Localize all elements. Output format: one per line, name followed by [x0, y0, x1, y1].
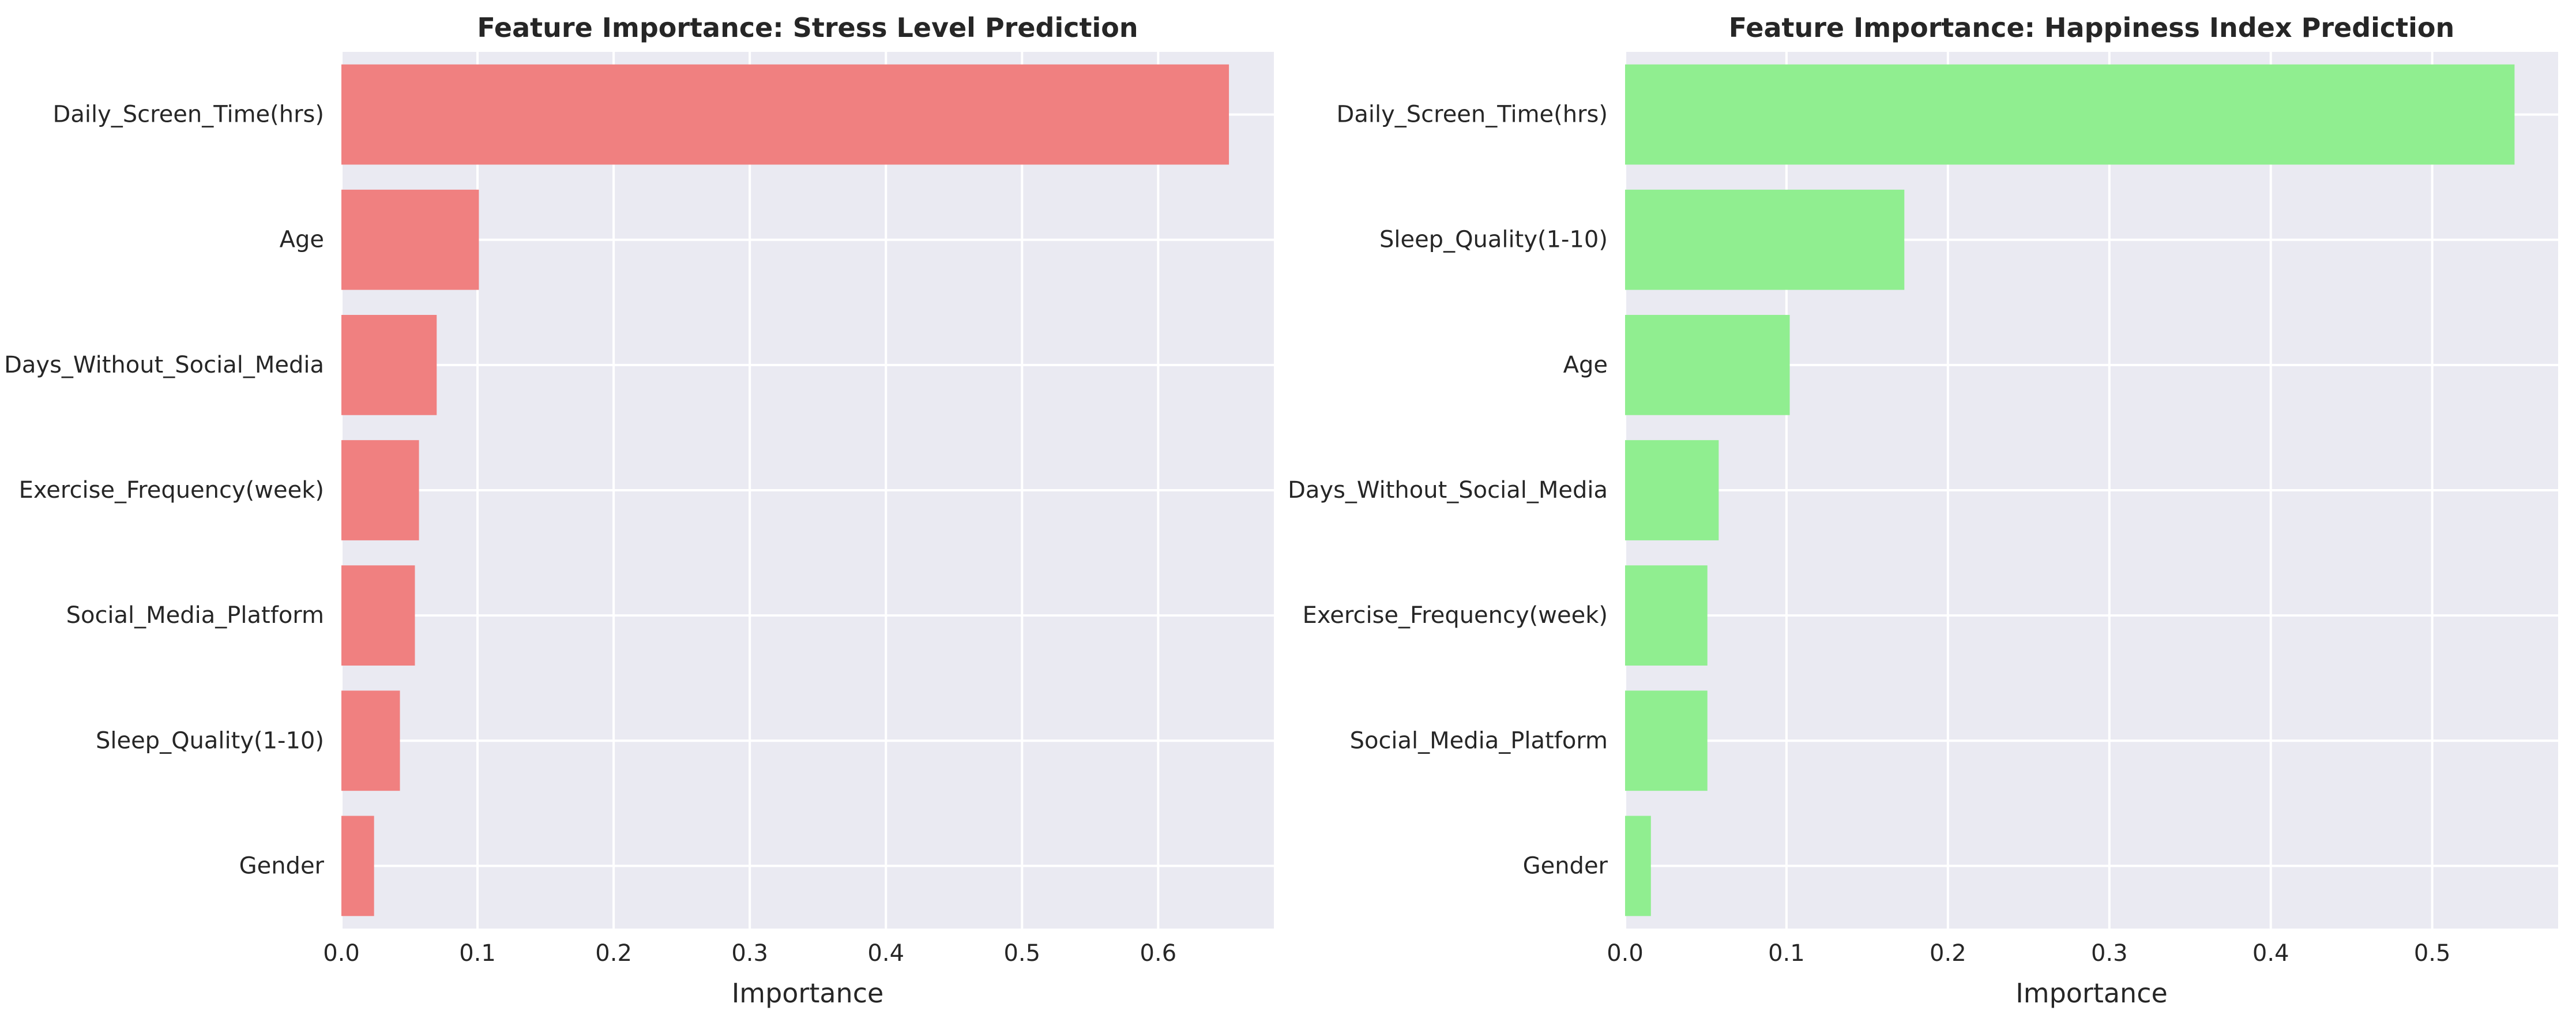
stress-bar — [341, 189, 479, 290]
happiness-ytick-label: Exercise_Frequency(week) — [1303, 602, 1608, 629]
happiness-ytick-label: Age — [1563, 352, 1608, 378]
stress-bar — [341, 565, 415, 666]
happiness-chart-title: Feature Importance: Happiness Index Pred… — [1729, 12, 2455, 43]
happiness-xtick-label: 0.3 — [2091, 940, 2128, 967]
stress-bar — [341, 690, 400, 791]
happiness-bar — [1625, 64, 2515, 165]
stress-ytick-label: Social_Media_Platform — [66, 602, 324, 629]
stress-xtick-label: 0.2 — [595, 940, 632, 967]
happiness-xtick-label: 0.1 — [1768, 940, 1805, 967]
stress-xtick-label: 0.0 — [323, 940, 360, 967]
happiness-ytick-label: Days_Without_Social_Media — [1288, 477, 1608, 504]
stress-chart-title: Feature Importance: Stress Level Predict… — [477, 12, 1138, 43]
stress-xtick-label: 0.4 — [867, 940, 904, 967]
happiness-bar — [1625, 189, 1905, 290]
happiness-ytick-label: Social_Media_Platform — [1350, 727, 1608, 754]
stress-ytick-label: Age — [280, 227, 324, 253]
stress-bar — [341, 440, 419, 540]
happiness-bar — [1625, 440, 1719, 540]
happiness-bar — [1625, 315, 1790, 415]
stress-ytick-label: Gender — [239, 852, 325, 879]
happiness-xtick-label: 0.4 — [2252, 940, 2289, 967]
stress-ytick-label: Days_Without_Social_Media — [4, 352, 324, 378]
stress-ytick-label: Exercise_Frequency(week) — [19, 477, 324, 504]
happiness-ytick-label: Sleep_Quality(1-10) — [1379, 227, 1608, 253]
stress-xtick-label: 0.1 — [459, 940, 496, 967]
happiness-bar — [1625, 565, 1708, 666]
stress-x-axis-label: Importance — [732, 978, 884, 1009]
happiness-ytick-label: Daily_Screen_Time(hrs) — [1337, 102, 1608, 128]
stress-ytick-label: Sleep_Quality(1-10) — [96, 727, 324, 754]
happiness-x-axis-label: Importance — [2015, 978, 2168, 1009]
stress-bar — [341, 816, 374, 916]
stress-xtick-label: 0.6 — [1140, 940, 1177, 967]
happiness-bar — [1625, 816, 1651, 916]
stress-bar — [341, 315, 437, 415]
happiness-bar — [1625, 690, 1708, 791]
happiness-xtick-label: 0.5 — [2414, 940, 2451, 967]
happiness-ytick-label: Gender — [1523, 852, 1608, 879]
stress-xtick-label: 0.5 — [1003, 940, 1040, 967]
stress-bar — [341, 64, 1229, 165]
happiness-xtick-label: 0.0 — [1607, 940, 1644, 967]
stress-xtick-label: 0.3 — [731, 940, 768, 967]
happiness-xtick-label: 0.2 — [1930, 940, 1966, 967]
stress-ytick-label: Daily_Screen_Time(hrs) — [53, 102, 324, 128]
